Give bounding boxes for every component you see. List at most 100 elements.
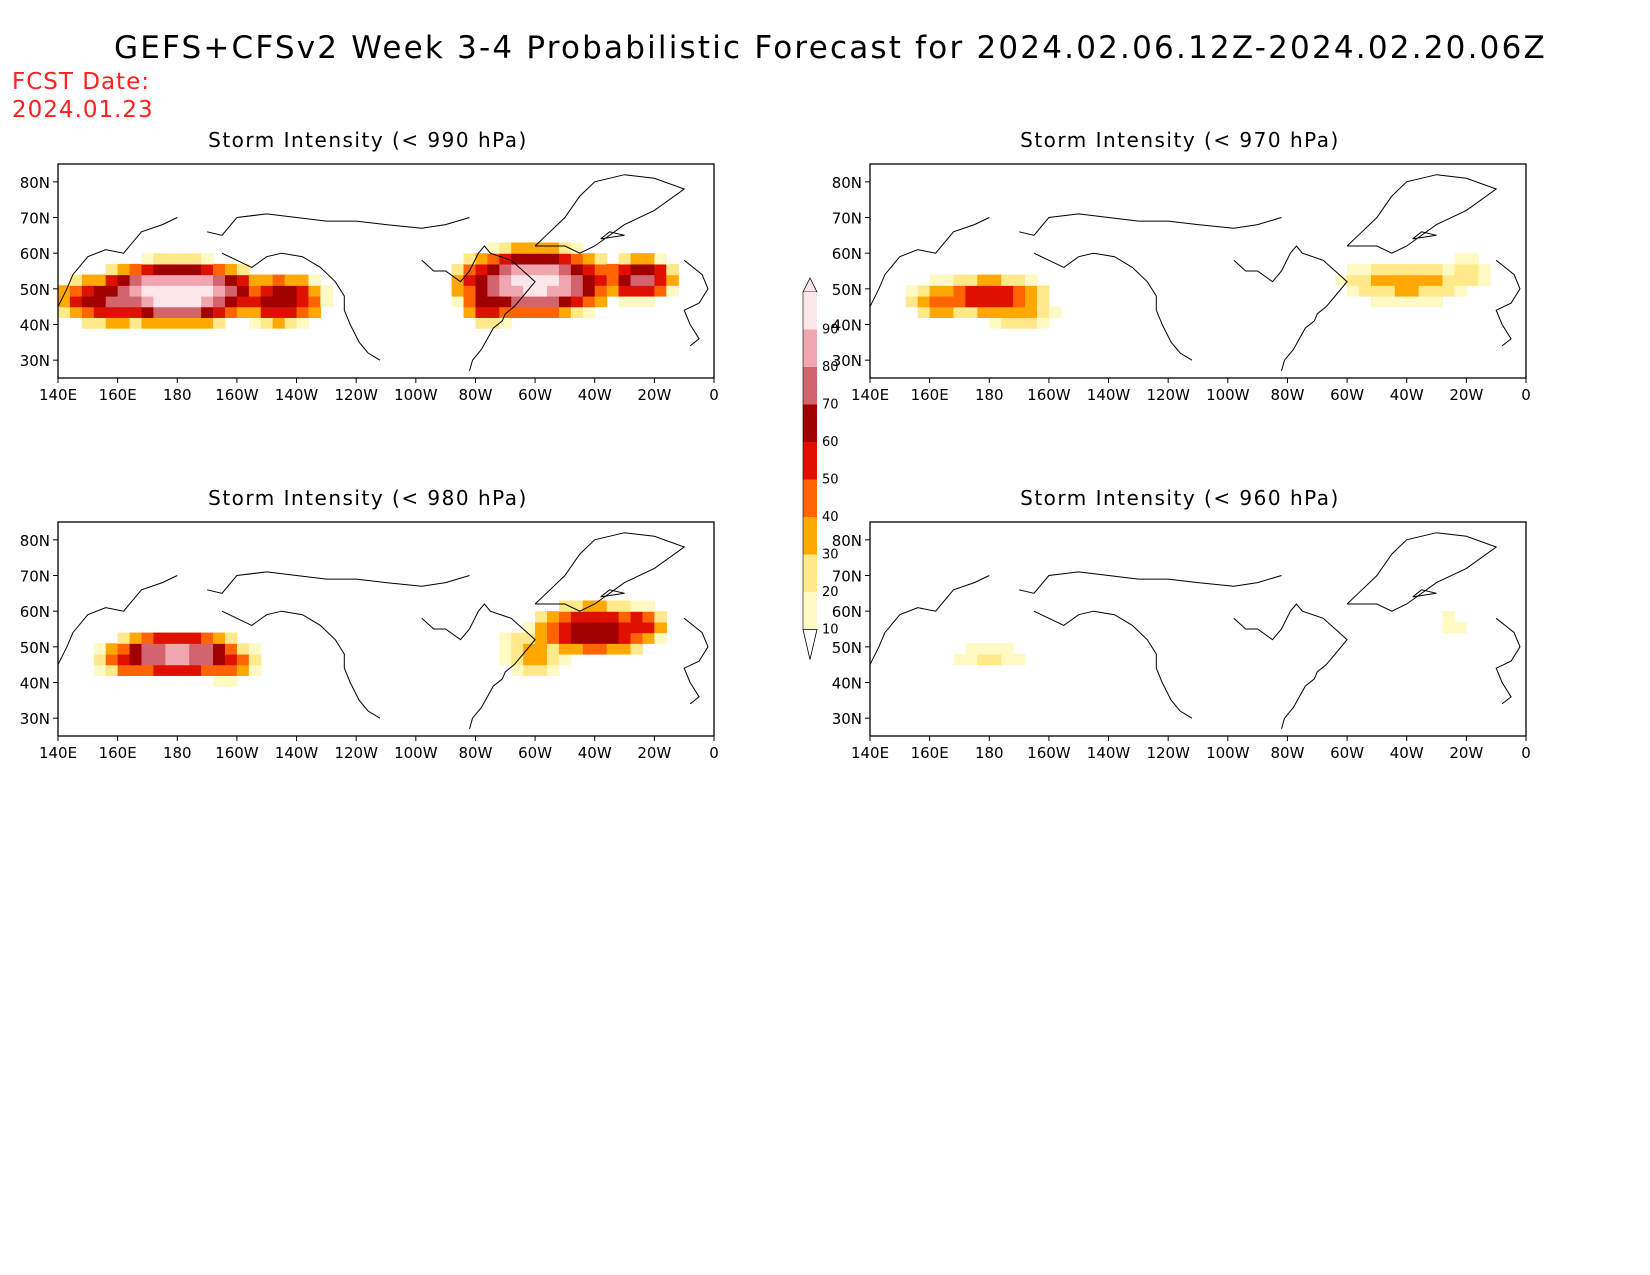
probability-cell <box>1466 253 1479 265</box>
lon-tick-label: 160W <box>215 386 259 404</box>
probability-cell <box>81 295 95 308</box>
probability-cell <box>224 295 238 308</box>
probability-cell <box>153 295 166 308</box>
panel-960: Storm Intensity (< 960 hPa) 80N 70N 60N 50N… <box>820 486 1580 786</box>
probability-field <box>58 242 679 329</box>
coastline <box>1018 213 1282 236</box>
probability-cell <box>989 306 1002 318</box>
probability-cell <box>570 643 584 655</box>
probability-cell <box>296 285 310 297</box>
probability-cell <box>618 632 632 644</box>
lon-tick-label: 140W <box>275 386 319 404</box>
coastline <box>1412 231 1437 240</box>
probability-cell <box>965 285 978 297</box>
probability-cell <box>523 253 536 265</box>
probability-cell <box>642 263 655 276</box>
probability-cell <box>989 295 1002 308</box>
probability-cell <box>535 242 548 254</box>
probability-cell <box>1394 285 1408 297</box>
probability-cell <box>642 621 655 634</box>
probability-cell <box>141 295 155 308</box>
probability-cell <box>141 285 155 297</box>
coastline <box>57 575 178 665</box>
probability-cell <box>570 274 584 286</box>
probability-cell <box>642 632 655 644</box>
probability-cell <box>153 317 166 329</box>
probability-cell <box>499 263 512 276</box>
probability-cell <box>463 306 477 318</box>
probability-cell <box>213 675 226 687</box>
probability-cell <box>1359 274 1372 286</box>
probability-cell <box>463 274 477 286</box>
figure-title: GEFS+CFSv2 Week 3-4 Probabilistic Foreca… <box>114 30 1547 66</box>
probability-cell <box>1001 306 1014 318</box>
probability-cell <box>308 274 321 286</box>
lon-tick-label: 20W <box>637 386 671 404</box>
probability-cell <box>570 306 584 318</box>
probability-cell <box>547 285 560 297</box>
probability-cell <box>236 263 250 276</box>
probability-cell <box>989 274 1002 286</box>
probability-cell <box>475 306 488 318</box>
lon-tick-label: 40W <box>578 386 612 404</box>
probability-cell <box>547 643 560 655</box>
lon-tick-label: 0 <box>1521 744 1531 762</box>
lon-tick-label: 140E <box>851 744 889 762</box>
probability-cell <box>58 306 71 318</box>
probability-cell <box>558 242 572 254</box>
probability-cell <box>582 632 596 644</box>
probability-cell <box>582 285 596 297</box>
probability-cell <box>93 295 107 308</box>
probability-cell <box>558 263 572 276</box>
probability-cell <box>153 253 166 265</box>
probability-cell <box>487 317 500 329</box>
probability-cell <box>654 253 667 265</box>
probability-cell <box>487 306 500 318</box>
probability-cell <box>1359 263 1372 276</box>
probability-cell <box>1394 295 1408 308</box>
probability-cell <box>642 611 655 623</box>
probability-cell <box>1454 285 1467 297</box>
probability-cell <box>523 285 536 297</box>
probability-cell <box>547 253 560 265</box>
probability-cell <box>177 263 190 276</box>
probability-cell <box>523 643 536 655</box>
probability-cell <box>1406 295 1420 308</box>
probability-cell <box>630 600 644 612</box>
coastline <box>1495 617 1521 705</box>
probability-cell <box>594 600 608 612</box>
probability-cell <box>511 263 524 276</box>
lon-tick-label: 120W <box>334 386 378 404</box>
probability-cell <box>511 295 524 308</box>
probability-cell <box>558 600 572 612</box>
probability-cell <box>475 295 488 308</box>
coastline <box>421 245 536 372</box>
probability-cell <box>1382 274 1396 286</box>
probability-cell <box>284 306 298 318</box>
map-980: 80N 70N 60N 50N 40N 30N 140E 160E 180 160W 140W 120… <box>20 521 719 762</box>
probability-cell <box>224 306 238 318</box>
probability-cell <box>248 664 262 676</box>
probability-cell <box>499 317 512 329</box>
probability-cell <box>929 274 943 286</box>
probability-cell <box>953 295 967 308</box>
probability-cell <box>165 274 178 286</box>
probability-cell <box>1025 317 1038 329</box>
colorbar-swatch <box>803 554 817 592</box>
probability-cell <box>570 621 584 634</box>
probability-cell <box>1466 274 1479 286</box>
map-frame <box>57 163 715 379</box>
probability-cell <box>201 295 214 308</box>
colorbar-label: 30 <box>822 548 839 563</box>
probability-cell <box>1418 274 1432 286</box>
probability-cell <box>1001 643 1014 655</box>
probability-cell <box>1442 611 1456 623</box>
probability-cell <box>105 664 119 676</box>
lat-tick-label: 60N <box>20 603 50 621</box>
probability-cell <box>487 274 500 286</box>
coastline <box>869 217 990 307</box>
probability-cell <box>1013 306 1026 318</box>
probability-cell <box>535 285 548 297</box>
probability-cell <box>81 306 95 318</box>
probability-cell <box>953 274 967 286</box>
